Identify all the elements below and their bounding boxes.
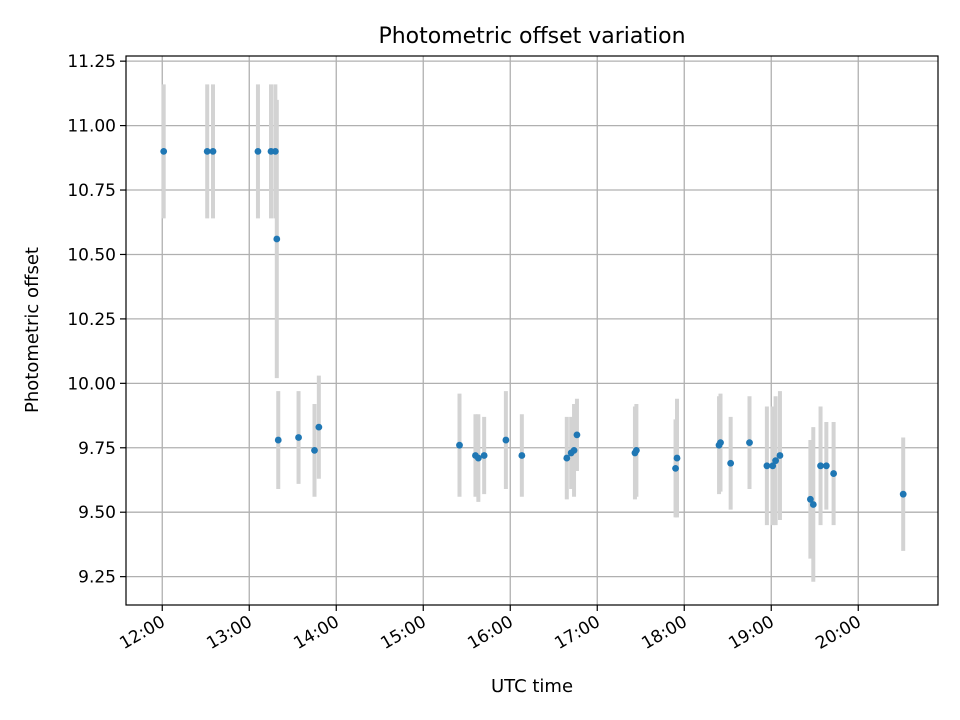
data-point: [822, 462, 830, 470]
plot-frame: [125, 55, 939, 606]
data-point: [899, 490, 907, 498]
data-point: [274, 436, 282, 444]
data-point: [746, 439, 753, 447]
data-point: [311, 446, 318, 454]
x-tick-label: 16:00: [464, 612, 516, 654]
data-point: [772, 457, 779, 465]
data-point: [502, 436, 510, 444]
data-point: [518, 452, 526, 459]
y-tick-label: 11.25: [67, 52, 116, 72]
data-point: [717, 439, 724, 447]
chart-title: Photometric offset variation: [378, 24, 685, 49]
data-point: [573, 431, 581, 439]
y-tick-label: 11.00: [67, 117, 116, 137]
data-point: [315, 423, 323, 431]
y-tick-label: 10.75: [67, 181, 116, 201]
data-point: [295, 434, 302, 441]
y-tick-label: 10.00: [67, 374, 116, 394]
data-point: [456, 441, 463, 449]
y-tick-label: 9.25: [78, 568, 116, 588]
x-tick-label: 12:00: [116, 612, 168, 654]
data-point: [633, 446, 640, 454]
data-point: [480, 452, 488, 459]
data-point: [807, 495, 814, 503]
x-tick-label: 14:00: [290, 612, 342, 654]
data-point: [474, 454, 482, 462]
y-tick-label: 10.50: [67, 245, 116, 265]
y-tick-label: 9.75: [78, 439, 116, 459]
data-point: [727, 459, 735, 467]
data-point: [769, 462, 777, 470]
grid: [126, 56, 938, 605]
data-point: [160, 147, 168, 155]
y-tick-label: 9.50: [78, 503, 116, 523]
x-tick-label: 13:00: [203, 612, 255, 654]
data-point: [763, 462, 771, 470]
data-point: [776, 452, 784, 459]
x-tick-label: 18:00: [638, 612, 690, 654]
x-axis-label: UTC time: [491, 676, 573, 697]
y-tick-label: 10.25: [67, 310, 116, 330]
x-tick-label: 15:00: [377, 612, 429, 654]
x-tick-label: 20:00: [812, 612, 864, 654]
data-point: [254, 147, 262, 155]
data-point: [570, 446, 578, 454]
data-point: [809, 501, 817, 508]
data-point: [563, 454, 571, 462]
data-point: [830, 470, 837, 477]
x-tick-label: 17:00: [551, 612, 603, 654]
data-point: [209, 147, 217, 155]
data-point: [203, 147, 211, 155]
x-tick-label: 19:00: [725, 612, 777, 654]
data-point: [271, 147, 279, 155]
axis-ticks: 12:00 13:00 14:00 15:00 16:00 17:00 18:00 19:00…: [67, 52, 864, 654]
data-points: [160, 147, 907, 508]
data-point: [817, 462, 824, 470]
error-bars: [161, 84, 906, 582]
y-axis-label: Photometric offset: [22, 247, 43, 413]
data-point: [672, 464, 679, 472]
data-point: [673, 454, 681, 462]
data-point: [273, 235, 281, 243]
